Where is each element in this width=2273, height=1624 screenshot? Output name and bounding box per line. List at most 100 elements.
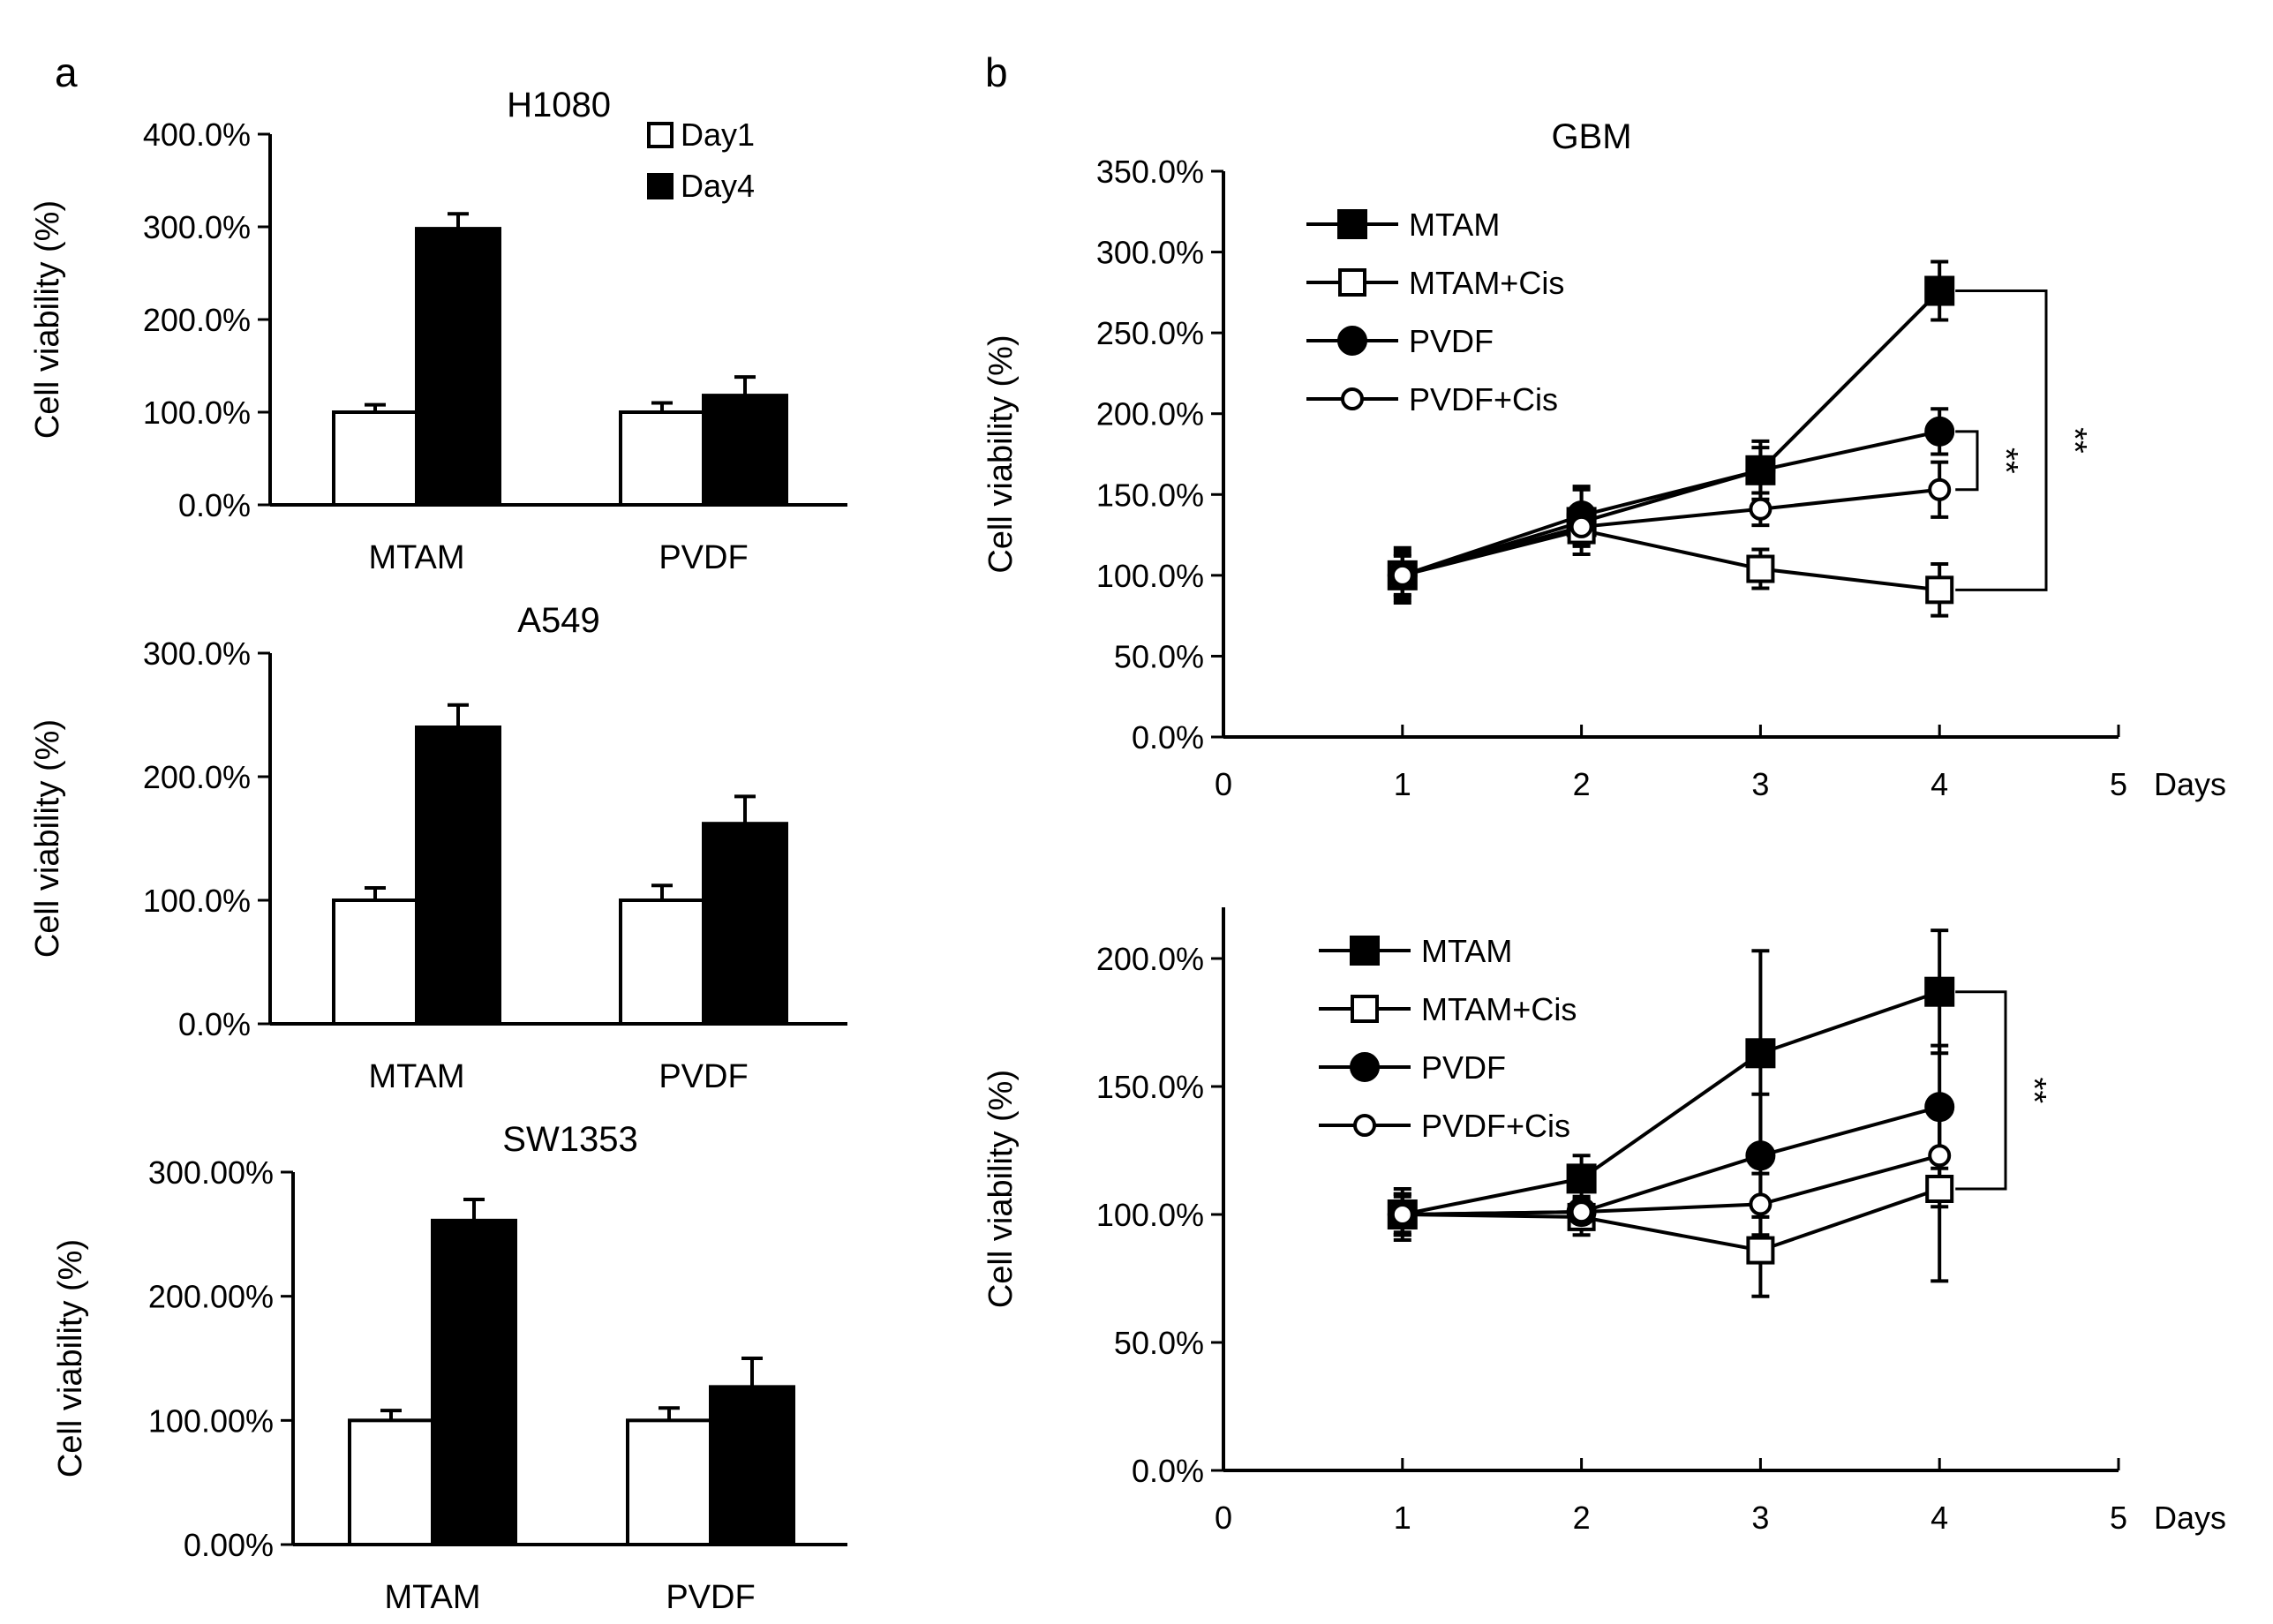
legend-label: MTAM	[1421, 933, 1512, 969]
series-mtam-cis	[1393, 512, 1949, 618]
x-tick-label: 0	[1215, 766, 1232, 802]
series-line	[1402, 429, 1940, 577]
bar-day1-pvdf	[619, 410, 705, 507]
legend-marker-pvdf-cis	[1341, 387, 1364, 410]
series-line	[1402, 528, 1940, 592]
chart-h1080: H1080 Cell viability (%) 0.0% 100.0% 200.0% 3…	[29, 86, 847, 576]
legend-marker-pvdf-cis	[1353, 1114, 1376, 1137]
legend-swatch-day1	[647, 122, 674, 148]
y-axis-label: Cell viability (%)	[29, 200, 66, 439]
y-tick-label: 200.0%	[143, 759, 251, 795]
x-tick-label: 1	[1394, 766, 1411, 802]
x-tick-label: 2	[1573, 1500, 1591, 1536]
x-tick-label: 1	[1394, 1500, 1411, 1536]
y-tick-label: 200.00%	[148, 1279, 274, 1315]
marker-mtam	[1745, 1038, 1776, 1069]
y-axis-label: Cell viability (%)	[982, 335, 1020, 573]
y-tick-label: 250.0%	[1096, 315, 1204, 351]
legend-marker-mtam	[1337, 209, 1367, 239]
bar-day4-mtam	[415, 726, 501, 1026]
legend-marker-mtam-cis	[1338, 268, 1366, 297]
y-tick-label: 200.0%	[143, 302, 251, 338]
chart-title: A549	[517, 601, 599, 640]
x-axis-label: Days	[2154, 766, 2226, 802]
significance-bracket	[1955, 990, 2007, 1191]
marker-pvdf-cis	[1749, 497, 1772, 521]
significance-bracket	[1955, 289, 2048, 591]
legend-label: MTAM+Cis	[1421, 991, 1577, 1027]
marker-mtam-cis	[1925, 1175, 1954, 1203]
marker-mtam	[1566, 1163, 1597, 1194]
y-tick-label: 50.0%	[1114, 1325, 1204, 1361]
legend-label: MTAM	[1409, 207, 1500, 243]
marker-pvdf	[1924, 1092, 1955, 1123]
x-tick-label: 5	[2110, 1500, 2127, 1536]
y-tick-label: 350.0%	[1096, 154, 1204, 190]
category-label: MTAM	[368, 1058, 464, 1095]
bar-day4-pvdf	[702, 822, 788, 1026]
y-tick-label: 100.0%	[143, 883, 251, 919]
x-tick-label: 3	[1751, 1500, 1769, 1536]
category-label: PVDF	[666, 1579, 755, 1616]
x-tick-label: 2	[1573, 766, 1591, 802]
y-tick-label: 300.0%	[143, 209, 251, 245]
chart-sw1353: SW1353 Cell viability (%) 0.00% 100.00% 200.…	[52, 1120, 847, 1616]
marker-pvdf	[1924, 416, 1955, 447]
significance-bracket	[1955, 430, 1979, 492]
legend-label: PVDF	[1421, 1049, 1506, 1086]
x-tick-label: 3	[1751, 766, 1769, 802]
y-tick-label: 150.0%	[1096, 477, 1204, 513]
bar-day4-pvdf	[709, 1385, 795, 1547]
significance-label: **	[2056, 427, 2093, 454]
y-tick-label: 0.0%	[1132, 1453, 1204, 1489]
y-tick-label: 300.0%	[1096, 235, 1204, 271]
y-axis-label: Cell viability (%)	[29, 719, 66, 958]
y-tick-label: 0.0%	[178, 487, 251, 523]
y-tick-label: 0.0%	[178, 1006, 251, 1042]
chart-title: SW1353	[502, 1120, 637, 1159]
legend-label: Day4	[681, 168, 755, 204]
chart-title: GBM	[1551, 117, 1631, 156]
category-label: PVDF	[659, 539, 748, 576]
significance-label: **	[2015, 1078, 2052, 1104]
series-line	[1402, 487, 1940, 577]
marker-mtam-cis	[1746, 1236, 1775, 1265]
bar-day1-mtam	[332, 410, 418, 507]
marker-pvdf	[1745, 1140, 1776, 1171]
bar-day1-pvdf	[619, 898, 705, 1026]
x-tick-label: 0	[1215, 1500, 1232, 1536]
legend-label: Day1	[681, 117, 755, 153]
y-tick-label: 100.00%	[148, 1402, 274, 1439]
y-tick-label: 300.00%	[148, 1154, 274, 1191]
legend-marker-mtam	[1350, 936, 1380, 966]
category-label: MTAM	[384, 1579, 480, 1616]
y-axis-label: Cell viability (%)	[52, 1239, 89, 1477]
chart-title: H1080	[507, 86, 611, 124]
legend-label: PVDF+Cis	[1421, 1108, 1570, 1144]
y-tick-label: 300.0%	[143, 635, 251, 672]
marker-mtam	[1924, 275, 1955, 306]
legend-marker-pvdf	[1350, 1052, 1380, 1082]
marker-pvdf-cis	[1569, 515, 1593, 538]
bar-day4-mtam	[415, 227, 501, 507]
bar-day4-mtam	[431, 1218, 517, 1546]
chart-panel_b_bottom: Cell viability (%) 0.0% 50.0% 100.0% 150.0% 2…	[982, 907, 2226, 1536]
series-line	[1402, 1154, 1940, 1216]
marker-pvdf-cis	[1928, 1144, 1952, 1168]
x-tick-label: 5	[2110, 766, 2127, 802]
marker-pvdf	[1745, 455, 1776, 485]
category-label: PVDF	[659, 1058, 748, 1095]
significance-label: **	[1987, 447, 2024, 474]
y-tick-label: 100.0%	[1096, 1197, 1204, 1233]
y-tick-label: 0.0%	[1132, 719, 1204, 756]
bar-day1-mtam	[348, 1418, 434, 1547]
y-tick-label: 100.0%	[143, 395, 251, 431]
y-tick-label: 50.0%	[1114, 638, 1204, 674]
series-pvdf-cis	[1393, 460, 1949, 597]
x-tick-label: 4	[1931, 766, 1948, 802]
series-line	[1402, 289, 1941, 577]
bar-day4-pvdf	[702, 394, 788, 508]
y-tick-label: 400.0%	[143, 117, 251, 153]
bar-day1-pvdf	[626, 1418, 712, 1547]
series-line	[1402, 989, 1940, 1216]
